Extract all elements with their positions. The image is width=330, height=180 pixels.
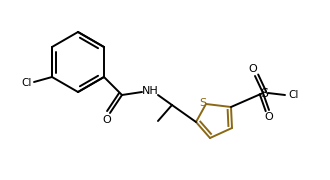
Text: S: S xyxy=(260,87,268,100)
Text: NH: NH xyxy=(142,86,158,96)
Text: Cl: Cl xyxy=(289,90,299,100)
Text: O: O xyxy=(248,64,257,74)
Text: O: O xyxy=(265,112,273,122)
Text: Cl: Cl xyxy=(22,78,32,88)
Text: O: O xyxy=(103,115,111,125)
Text: S: S xyxy=(199,98,207,108)
